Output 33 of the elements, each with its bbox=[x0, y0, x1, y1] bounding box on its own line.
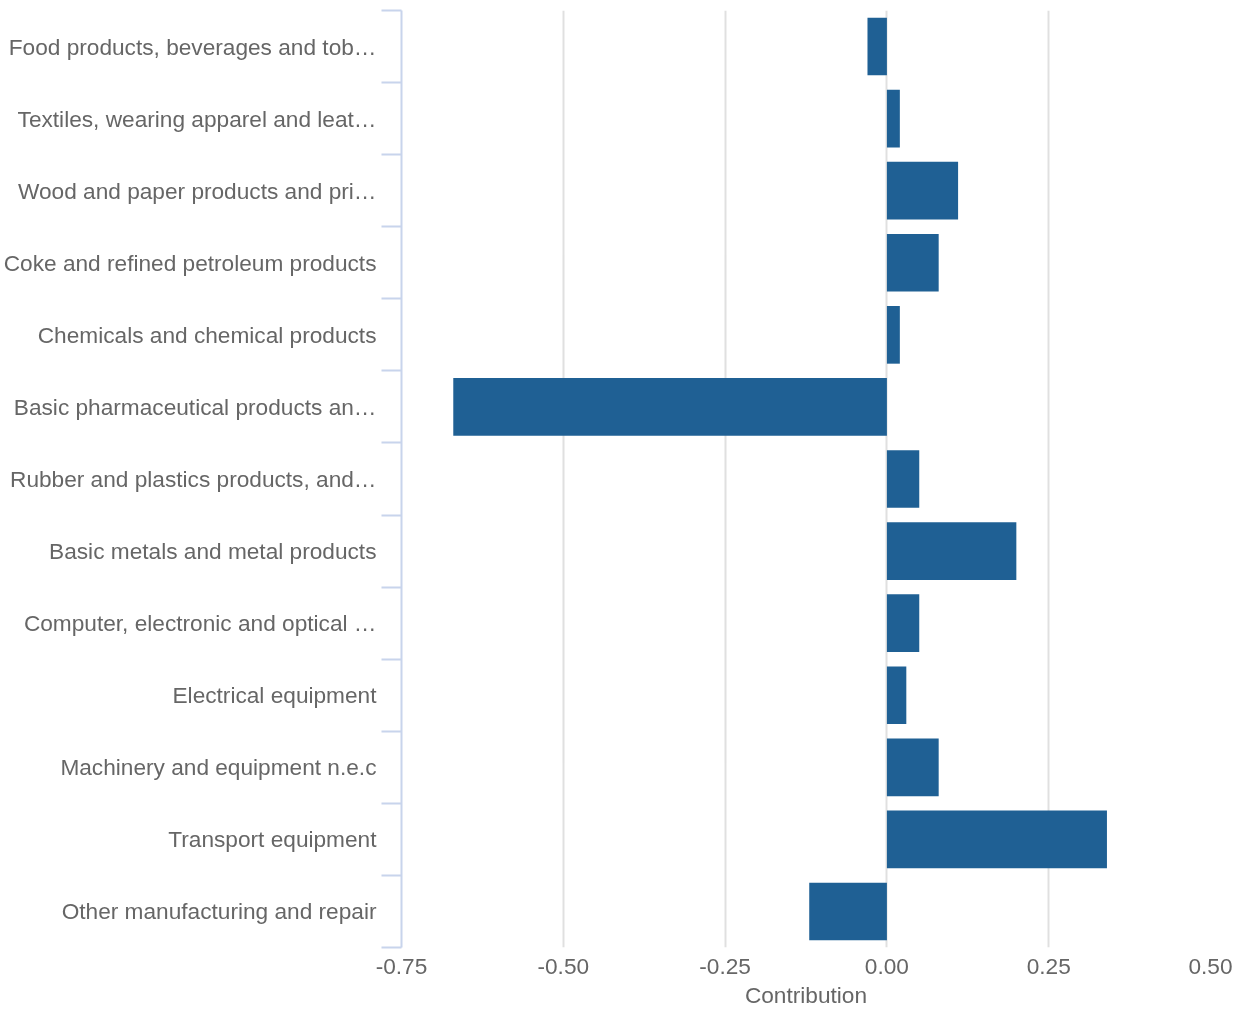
x-tick-label: -0.75 bbox=[375, 952, 428, 979]
bar bbox=[886, 306, 900, 364]
bar bbox=[886, 522, 1017, 580]
bar bbox=[886, 89, 900, 148]
bar bbox=[453, 378, 887, 436]
bar bbox=[886, 594, 920, 652]
bar bbox=[867, 17, 887, 76]
y-tick-label: Coke and refined petroleum products bbox=[3, 249, 377, 276]
y-tick-label: Electrical equipment bbox=[172, 682, 378, 709]
y-tick-label: Computer, electronic and optical … bbox=[23, 610, 377, 637]
y-tick-label: Machinery and equipment n.e.c bbox=[60, 754, 377, 781]
bar bbox=[886, 738, 939, 797]
x-tick-label: -0.25 bbox=[699, 952, 751, 979]
x-tick-label: -0.50 bbox=[537, 952, 590, 979]
y-tick-label: Food products, beverages and tob… bbox=[8, 33, 377, 60]
bar bbox=[809, 882, 887, 941]
x-tick-label: 0.50 bbox=[1188, 952, 1233, 979]
y-tick-label: Chemicals and chemical products bbox=[37, 321, 377, 348]
y-tick-label: Wood and paper products and pri… bbox=[17, 177, 377, 204]
bar bbox=[886, 450, 920, 508]
bar bbox=[886, 810, 1107, 869]
y-tick-label: Transport equipment bbox=[168, 826, 378, 853]
bar bbox=[886, 233, 939, 292]
bar bbox=[886, 666, 907, 725]
bar bbox=[886, 161, 959, 220]
y-tick-label: Basic pharmaceutical products an… bbox=[13, 393, 377, 420]
y-tick-label: Other manufacturing and repair bbox=[61, 898, 377, 925]
y-tick-label: Rubber and plastics products, and… bbox=[10, 466, 377, 492]
x-tick-label: 0.00 bbox=[864, 952, 909, 979]
x-axis-title: Contribution bbox=[744, 981, 868, 1008]
x-tick-label: 0.25 bbox=[1026, 952, 1071, 979]
y-tick-label: Basic metals and metal products bbox=[49, 538, 377, 565]
y-tick-label: Textiles, wearing apparel and leat… bbox=[17, 105, 377, 132]
